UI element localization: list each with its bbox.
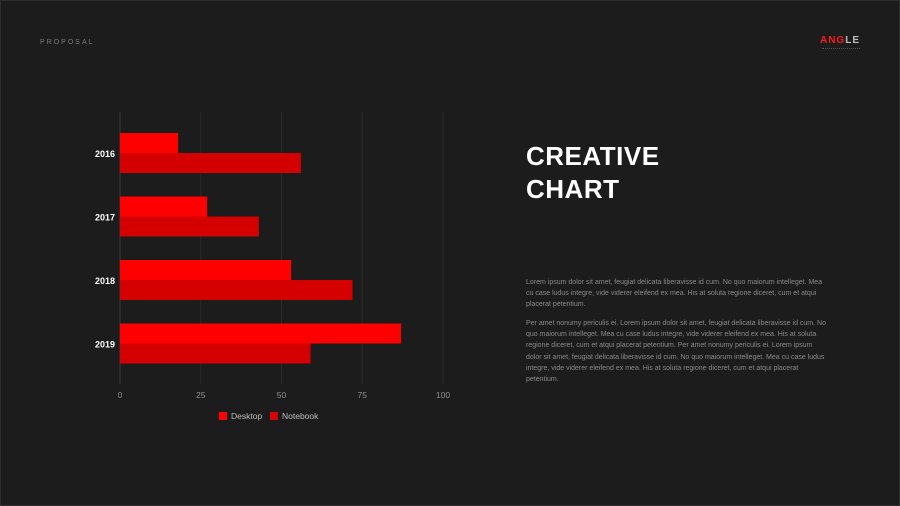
category-label: 2016 — [95, 149, 115, 159]
legend-label-notebook: Notebook — [282, 411, 319, 421]
bar-notebook-2017 — [120, 216, 259, 237]
x-tick-label: 75 — [358, 390, 368, 400]
bar-desktop-2018 — [120, 260, 292, 280]
logo-tagline-line — [822, 48, 860, 51]
category-label: 2019 — [95, 340, 115, 350]
bar-notebook-2018 — [120, 280, 353, 300]
x-tick-label: 0 — [118, 390, 123, 400]
x-tick-label: 50 — [277, 390, 287, 400]
bar-desktop-2017 — [120, 196, 208, 217]
bar-notebook-2019 — [120, 343, 311, 364]
body-paragraph-1: Lorem ipsum dolor sit amet, feugiat deli… — [526, 279, 823, 309]
logo-text-accent: ANG — [819, 35, 846, 46]
bar-notebook-2016 — [120, 153, 301, 173]
title-line-2: CHART — [526, 174, 620, 204]
header-label: PROPOSAL — [40, 39, 95, 46]
legend-swatch-desktop — [219, 412, 227, 420]
brand-logo: ANGLE — [820, 36, 860, 51]
bar-desktop-2016 — [120, 133, 179, 153]
legend-label-desktop: Desktop — [231, 411, 262, 421]
category-label: 2017 — [95, 213, 115, 223]
x-tick-label: 100 — [436, 390, 450, 400]
x-tick-label: 25 — [196, 390, 206, 400]
logo-text-rest: LE — [845, 35, 860, 46]
legend-swatch-notebook — [270, 412, 278, 420]
category-label: 2018 — [95, 276, 115, 286]
logo-text: ANGLE — [820, 36, 860, 46]
title-line-1: CREATIVE — [526, 141, 660, 171]
body-paragraph-2: Per amet nonumy periculis ei. Lorem ipsu… — [526, 320, 826, 384]
slide-title: CREATIVE CHART — [526, 140, 660, 206]
bar-desktop-2019 — [120, 323, 402, 344]
